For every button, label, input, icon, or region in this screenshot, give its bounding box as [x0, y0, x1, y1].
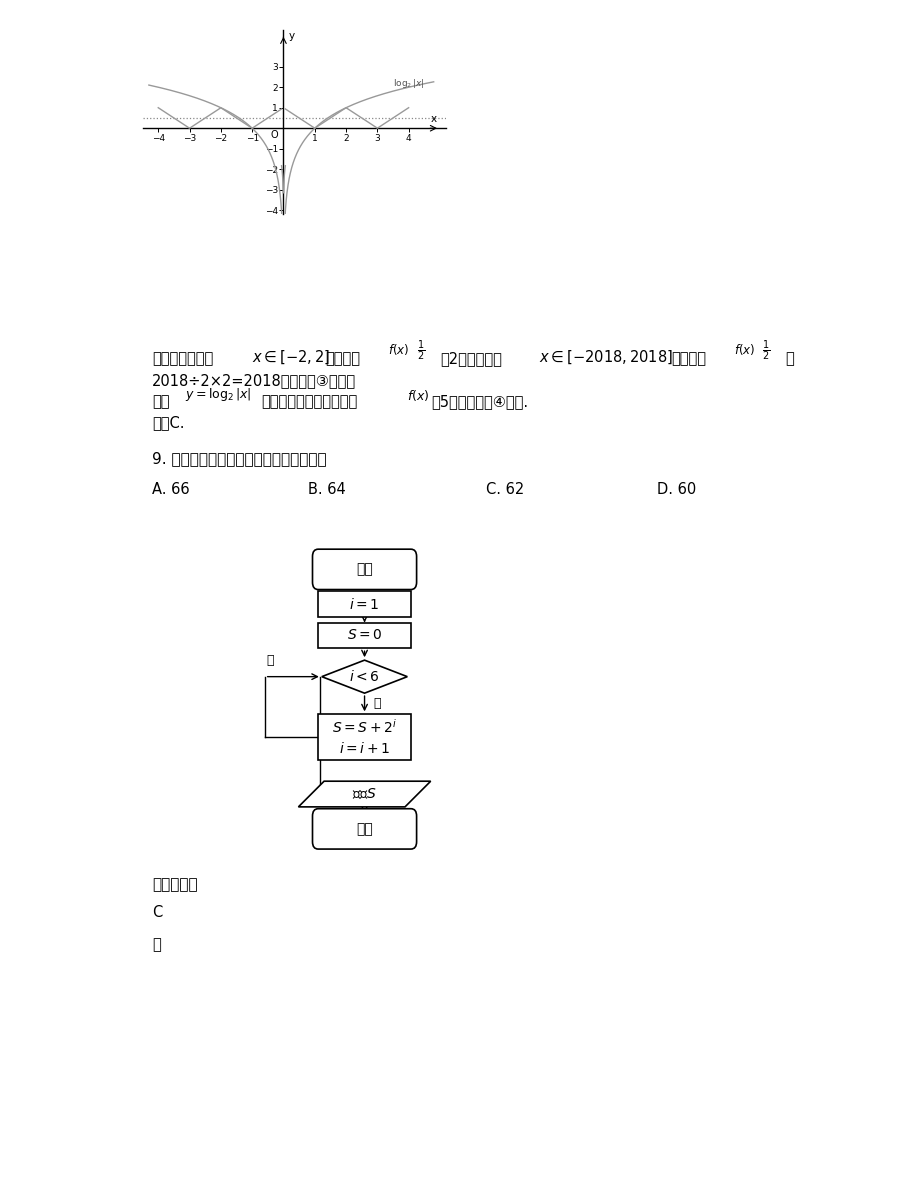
- Text: 故选C.: 故选C.: [152, 414, 185, 430]
- Text: 略: 略: [152, 937, 161, 952]
- Text: $S=S+2^i$: $S=S+2^i$: [332, 718, 397, 736]
- Text: 9. 执行右图的程序框图，则输出的结果为: 9. 执行右图的程序框图，则输出的结果为: [152, 451, 326, 467]
- Text: 有: 有: [784, 351, 793, 366]
- Polygon shape: [322, 660, 407, 693]
- Text: 结束: 结束: [356, 822, 372, 836]
- Text: O: O: [270, 130, 278, 139]
- Text: 是: 是: [373, 697, 380, 710]
- Text: $x\in[-2,2]$: $x\in[-2,2]$: [252, 348, 330, 366]
- Text: 有5个交点，故④正确.: 有5个交点，故④正确.: [431, 394, 528, 409]
- Text: $i<6$: $i<6$: [348, 669, 380, 684]
- Text: $\frac{1}{2}$: $\frac{1}{2}$: [417, 338, 425, 363]
- Text: y: y: [289, 31, 295, 40]
- Text: 时，方程: 时，方程: [325, 351, 360, 366]
- Text: C. 62: C. 62: [485, 482, 524, 497]
- Text: 的图象如图所示，与函数: 的图象如图所示，与函数: [261, 394, 357, 409]
- Text: B. 64: B. 64: [307, 482, 345, 497]
- Text: $f(x)$: $f(x)$: [733, 342, 754, 356]
- Text: 参考答案：: 参考答案：: [152, 877, 198, 892]
- Polygon shape: [298, 781, 430, 806]
- FancyBboxPatch shape: [312, 809, 416, 849]
- Text: $y=\log_2|x|$: $y=\log_2|x|$: [185, 386, 251, 404]
- Text: $i=1$: $i=1$: [349, 597, 380, 612]
- Text: 2018÷2×2=2018个根，故③正确；: 2018÷2×2=2018个根，故③正确；: [152, 373, 356, 388]
- Text: 否: 否: [267, 654, 274, 667]
- Text: $f(x)$: $f(x)$: [388, 342, 409, 356]
- Text: $f(x)$: $f(x)$: [407, 388, 429, 404]
- Text: $S=0$: $S=0$: [346, 629, 382, 642]
- Text: $\frac{1}{2}$: $\frac{1}{2}$: [762, 338, 770, 363]
- Text: 由图象可得，当: 由图象可得，当: [152, 351, 213, 366]
- FancyBboxPatch shape: [318, 623, 411, 648]
- Text: $\log_2|x|$: $\log_2|x|$: [392, 77, 425, 91]
- Text: 画出: 画出: [152, 394, 169, 409]
- Text: D. 60: D. 60: [656, 482, 696, 497]
- Text: 有2个根，故当: 有2个根，故当: [439, 351, 502, 366]
- FancyBboxPatch shape: [318, 715, 411, 760]
- Text: 时，方程: 时，方程: [671, 351, 706, 366]
- FancyBboxPatch shape: [312, 549, 416, 590]
- FancyBboxPatch shape: [318, 592, 411, 617]
- Text: $x\in[-2018,2018]$: $x\in[-2018,2018]$: [538, 348, 672, 366]
- Text: $i=i+1$: $i=i+1$: [338, 741, 390, 755]
- Text: 输出$S$: 输出$S$: [352, 787, 377, 802]
- Text: 开始: 开始: [356, 562, 372, 576]
- Text: x: x: [430, 113, 437, 124]
- Text: C: C: [152, 905, 162, 919]
- Text: A. 66: A. 66: [152, 482, 189, 497]
